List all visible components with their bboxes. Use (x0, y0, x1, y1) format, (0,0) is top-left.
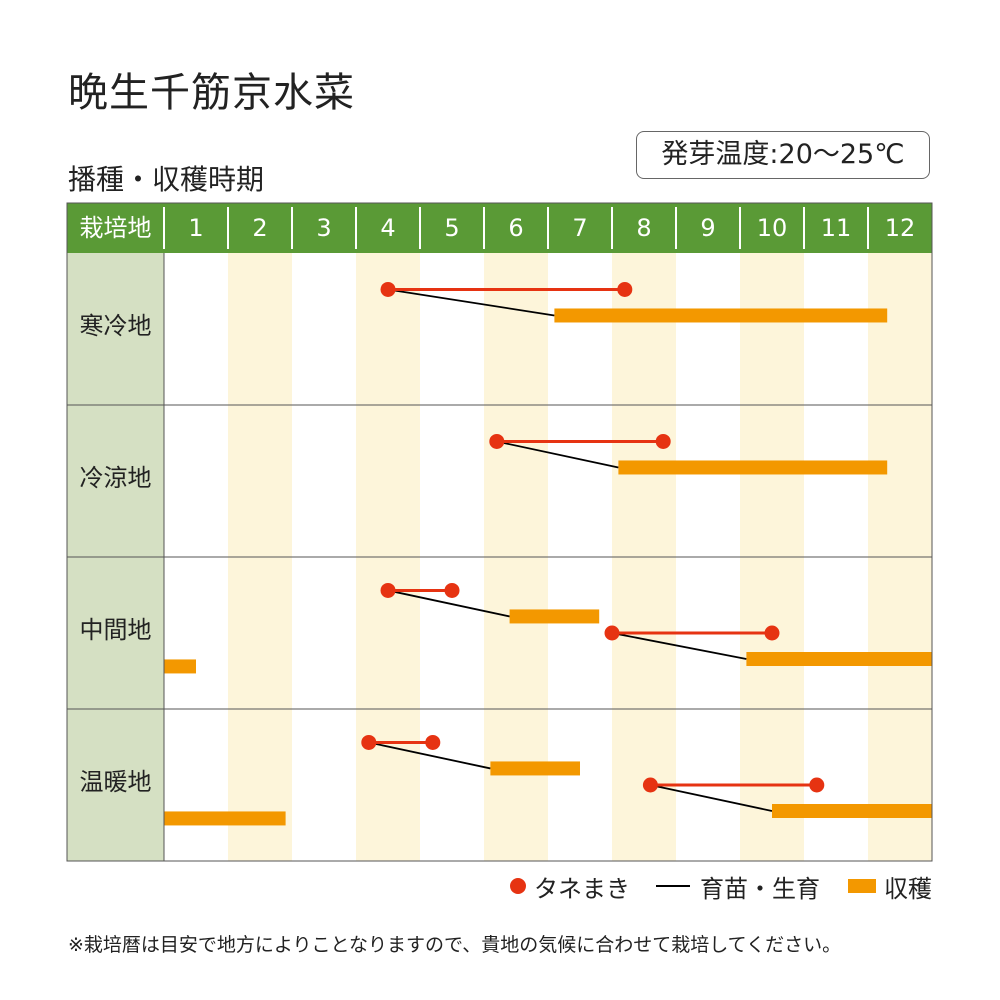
sowing-dot (380, 582, 396, 598)
sowing-dot (764, 625, 780, 641)
sowing-dot (380, 281, 396, 297)
month-label: 6 (508, 214, 523, 242)
month-label: 2 (252, 214, 267, 242)
region-label: 中間地 (80, 616, 152, 644)
sowing-dot-icon (510, 878, 526, 894)
harvest-bar (490, 761, 580, 776)
legend-item-sowing: タネまき (510, 868, 630, 904)
sowing-dot (425, 734, 441, 750)
seedling-line (611, 632, 747, 660)
chart-legend: タネまき 育苗・生育 収穫 (0, 868, 1000, 904)
page-title: 晩生千筋京水菜 (68, 70, 355, 116)
month-label: 11 (821, 214, 852, 242)
sowing-dot (444, 582, 460, 598)
month-label: 7 (572, 214, 587, 242)
harvest-bar (618, 460, 888, 475)
legend-item-seedling: 育苗・生育 (656, 868, 820, 904)
sowing-dot (617, 281, 633, 297)
harvest-bar (554, 308, 888, 323)
sowing-dot (655, 433, 671, 449)
seedling-line (387, 589, 510, 618)
germination-temp-badge: 発芽温度:20〜25℃ (636, 131, 930, 179)
chart-subtitle: 播種・収穫時期 (68, 163, 265, 196)
month-label: 10 (757, 214, 788, 242)
harvest-bar-icon (848, 879, 876, 893)
seedling-line (496, 440, 619, 469)
region-label: 冷涼地 (80, 464, 152, 492)
harvest-bar (164, 811, 286, 826)
month-label: 4 (380, 214, 395, 242)
footnote: ※栽培暦は目安で地方によりことなりますので、貴地の気候に合わせて栽培してください… (68, 934, 842, 956)
month-label: 8 (636, 214, 651, 242)
seedling-line-icon (656, 885, 690, 887)
harvest-bar (509, 609, 600, 624)
sowing-dot (361, 734, 377, 750)
harvest-bar (164, 659, 196, 674)
month-label: 3 (316, 214, 331, 242)
region-label: 寒冷地 (80, 312, 152, 340)
sowing-dot (809, 777, 825, 793)
harvest-bar (772, 804, 932, 818)
legend-harvest-label: 収穫 (884, 874, 932, 903)
seedling-line (650, 784, 773, 812)
sowing-dot (604, 625, 620, 641)
sowing-dot (489, 433, 505, 449)
legend-item-harvest: 収穫 (848, 868, 932, 904)
month-label: 1 (188, 214, 203, 242)
seedling-line (387, 288, 555, 317)
sowing-dot (642, 777, 658, 793)
harvest-bar (746, 652, 932, 666)
chart-border (66, 202, 933, 862)
month-label: 12 (885, 214, 916, 242)
region-label: 温暖地 (80, 768, 152, 796)
month-label: 9 (700, 214, 715, 242)
header-label: 栽培地 (80, 214, 152, 242)
legend-seedling-label: 育苗・生育 (700, 874, 820, 903)
month-label: 5 (444, 214, 459, 242)
header-bar (67, 203, 932, 253)
seedling-line (368, 741, 491, 770)
legend-sowing-label: タネまき (534, 874, 630, 903)
